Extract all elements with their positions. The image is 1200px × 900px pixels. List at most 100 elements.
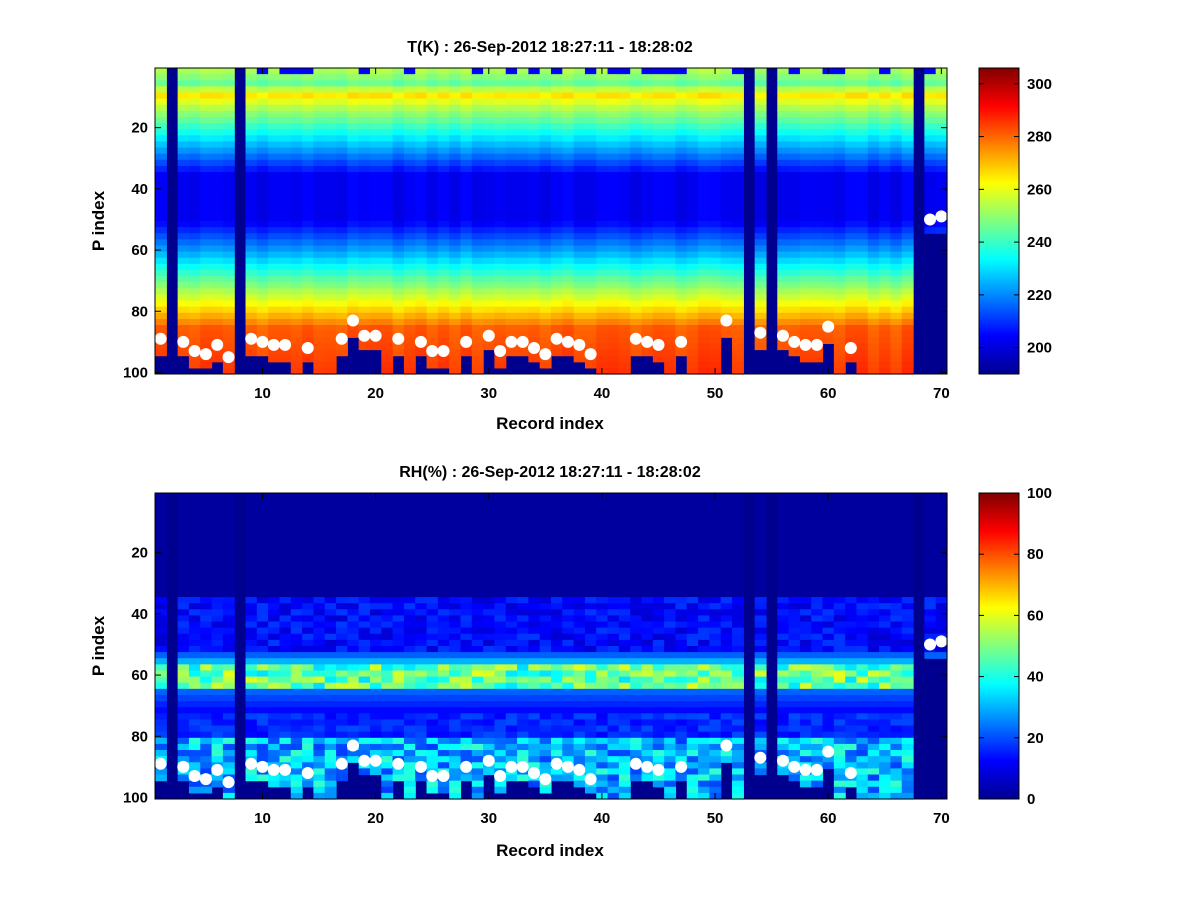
heatmap-cell <box>867 159 880 167</box>
heatmap-cell <box>449 288 462 296</box>
heatmap-cell <box>641 123 654 130</box>
heatmap-cell <box>268 141 281 149</box>
heatmap-cell <box>381 135 394 143</box>
heatmap-cell <box>630 239 643 247</box>
heatmap-cell <box>788 269 801 277</box>
heatmap-cell <box>720 153 733 161</box>
heatmap-cell <box>415 756 428 763</box>
heatmap-cell <box>313 318 326 326</box>
heatmap-cell <box>528 104 541 112</box>
heatmap-cell <box>403 560 416 568</box>
heatmap-cell <box>155 312 167 320</box>
heatmap-cell <box>935 196 948 204</box>
heatmap-cell <box>222 337 235 344</box>
heatmap-cell <box>754 288 767 296</box>
heatmap-cell <box>618 331 631 338</box>
heatmap-cell <box>686 129 699 136</box>
heatmap-cell <box>358 676 371 684</box>
heatmap-cell <box>584 701 597 708</box>
heatmap-cell <box>381 774 394 782</box>
heatmap-cell <box>879 68 892 75</box>
heatmap-cell <box>799 233 812 240</box>
heatmap-cell <box>449 541 462 549</box>
heatmap-cell <box>483 80 496 87</box>
heatmap-cell <box>336 535 348 543</box>
heatmap-cell <box>788 135 801 143</box>
heatmap-cell <box>256 682 269 690</box>
heatmap-cell <box>528 263 541 271</box>
heatmap-cell <box>177 282 190 289</box>
heatmap-cell <box>811 178 824 185</box>
heatmap-cell <box>528 780 541 788</box>
surface-marker <box>222 351 235 364</box>
heatmap-cell <box>449 337 462 344</box>
heatmap-cell <box>268 129 281 136</box>
heatmap-cell <box>551 294 563 302</box>
heatmap-cell <box>358 165 371 173</box>
heatmap-cell <box>924 68 937 75</box>
heatmap-cell <box>517 147 529 155</box>
heatmap-cell <box>211 294 224 302</box>
heatmap-cell <box>845 147 858 155</box>
heatmap-cell <box>347 554 360 561</box>
heatmap-cell <box>573 300 586 308</box>
heatmap-cell <box>415 282 428 289</box>
heatmap-cell <box>528 282 541 289</box>
heatmap-cell <box>788 214 801 222</box>
heatmap-cell <box>584 493 597 500</box>
heatmap-cell <box>698 221 710 228</box>
heatmap-cell <box>494 110 507 118</box>
heatmap-cell <box>856 343 869 351</box>
heatmap-cell <box>799 80 812 87</box>
heatmap-cell <box>437 331 450 338</box>
heatmap-cell <box>222 762 235 769</box>
heatmap-cell <box>709 294 722 302</box>
heatmap-cell <box>177 153 190 161</box>
heatmap-cell <box>188 196 201 204</box>
heatmap-cell <box>890 104 903 112</box>
heatmap-cell <box>517 646 529 653</box>
heatmap-cell <box>799 68 812 75</box>
heatmap-cell <box>381 153 394 161</box>
heatmap-cell <box>369 639 382 647</box>
heatmap-cell <box>426 652 439 659</box>
heatmap-cell <box>924 165 937 173</box>
heatmap-cell <box>505 517 518 525</box>
heatmap-cell <box>347 652 360 659</box>
heatmap-cell <box>528 627 541 635</box>
heatmap-cell <box>369 670 382 678</box>
heatmap-cell <box>449 743 462 751</box>
heatmap-cell <box>471 288 484 296</box>
heatmap-cell <box>879 221 892 228</box>
heatmap-cell <box>381 541 394 549</box>
heatmap-cell <box>607 306 620 314</box>
heatmap-cell <box>528 505 541 512</box>
heatmap-cell <box>403 572 416 580</box>
heatmap-cell <box>494 786 507 794</box>
heatmap-cell <box>222 578 235 586</box>
heatmap-cell <box>607 300 620 308</box>
heatmap-cell <box>279 560 292 568</box>
heatmap-cell <box>358 743 371 751</box>
heatmap-cell <box>483 300 496 308</box>
heatmap-cell <box>211 86 224 94</box>
heatmap-cell <box>596 196 609 204</box>
heatmap-cell <box>471 98 484 106</box>
heatmap-cell <box>517 135 529 143</box>
heatmap-cell <box>245 529 258 537</box>
heatmap-cell <box>528 664 541 672</box>
heatmap-cell <box>573 135 586 143</box>
heatmap-cell <box>177 548 190 555</box>
heatmap-cell <box>302 548 314 555</box>
heatmap-cell <box>584 74 597 81</box>
heatmap-cell <box>268 615 281 623</box>
heatmap-cell <box>381 343 394 351</box>
heatmap-cell <box>313 750 326 757</box>
heatmap-cell <box>211 676 224 684</box>
heatmap-cell <box>471 165 484 173</box>
heatmap-cell <box>573 780 586 788</box>
heatmap-cell <box>392 239 405 247</box>
heatmap-cell <box>799 306 812 314</box>
heatmap-cell <box>471 664 484 672</box>
